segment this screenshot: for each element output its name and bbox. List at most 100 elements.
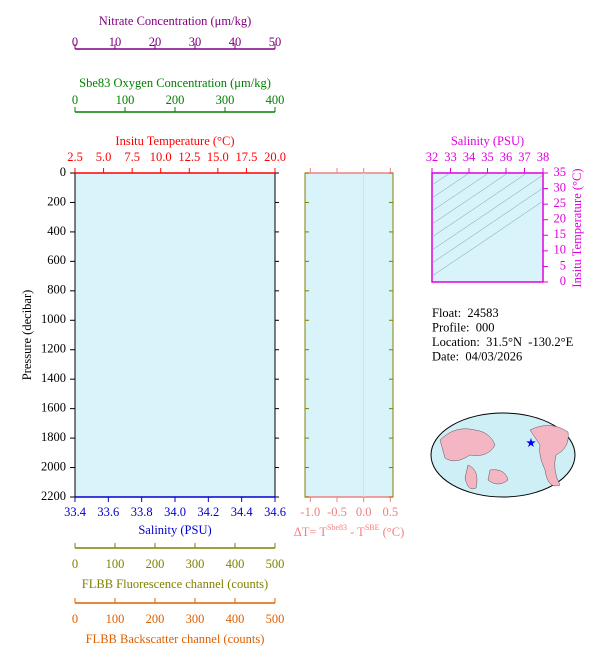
x-tick-label: -0.5: [327, 505, 347, 519]
x-tick-label: 5.0: [96, 150, 112, 164]
y-tick-label: 1400: [41, 371, 66, 385]
x-axis-title: FLBB Fluorescence channel (counts): [82, 577, 268, 591]
x-tick-label: 0: [72, 612, 78, 626]
plot-area: [75, 173, 275, 497]
x-tick-label: 33.6: [97, 505, 119, 519]
x-tick-label: 500: [266, 612, 285, 626]
x-tick-label: -1.0: [300, 505, 320, 519]
x-axis-title: Salinity (PSU): [451, 134, 524, 148]
y-tick-label: 600: [47, 253, 66, 267]
y-tick-label: 0: [60, 165, 66, 179]
y-tick-label: 1600: [41, 401, 66, 415]
x-tick-label: 2.5: [67, 150, 83, 164]
x-tick-label: 30: [189, 35, 202, 49]
y-tick-label: 25: [554, 196, 567, 210]
x-axis-title: Insitu Temperature (°C): [115, 134, 234, 148]
x-tick-label: 400: [266, 93, 285, 107]
x-tick-label: 34.4: [231, 505, 254, 519]
x-tick-label: 500: [266, 557, 285, 571]
density-contour: [432, 173, 528, 238]
x-axis-title: Nitrate Concentration (μm/kg): [99, 14, 252, 28]
y-tick-label: 5: [560, 258, 566, 272]
y-tick-label: 20: [554, 212, 567, 226]
map-land: [529, 425, 569, 487]
x-tick-label: 300: [216, 93, 235, 107]
x-tick-label: 200: [146, 612, 165, 626]
map-land: [439, 428, 496, 462]
x-tick-label: 20.0: [264, 150, 286, 164]
x-tick-label: 34: [463, 150, 476, 164]
x-tick-label: 33.4: [64, 505, 87, 519]
density-contour: [432, 173, 489, 212]
x-tick-label: 300: [186, 557, 205, 571]
x-tick-label: 100: [106, 557, 125, 571]
x-axis-title: Sbe83 Oxygen Concentration (μm/kg): [79, 76, 271, 90]
x-tick-label: 0.0: [356, 505, 372, 519]
density-contour: [432, 58, 543, 133]
y-tick-label: 0: [560, 274, 566, 288]
float-info: Date: 04/03/2026: [432, 349, 522, 363]
plot-area: [304, 172, 394, 498]
map-land: [464, 464, 478, 490]
x-tick-label: 0: [72, 557, 78, 571]
float-info: Float: 24583: [432, 306, 499, 320]
x-tick-label: 100: [116, 93, 135, 107]
world-map: ★: [430, 412, 576, 498]
y-tick-label: 2000: [41, 459, 66, 473]
y-tick-label: 1200: [41, 342, 66, 356]
density-contour: [432, 0, 543, 68]
x-tick-label: 12.5: [178, 150, 200, 164]
plot-area: [431, 172, 544, 283]
y-tick-label: 800: [47, 283, 66, 297]
x-tick-label: 200: [166, 93, 185, 107]
float-info: Location: 31.5°N -130.2°E: [432, 335, 574, 349]
x-axis-title: Salinity (PSU): [138, 523, 211, 537]
y-tick-label: 200: [47, 194, 66, 208]
x-tick-label: 34.6: [264, 505, 286, 519]
y-axis-title: Insitu Temperature (°C): [570, 168, 584, 287]
x-tick-label: 7.5: [124, 150, 140, 164]
density-contour: [432, 173, 451, 186]
x-tick-label: 50: [269, 35, 282, 49]
density-contour: [432, 174, 543, 251]
y-tick-label: 400: [47, 224, 66, 238]
y-tick-label: 15: [554, 227, 567, 241]
x-axis-title: FLBB Backscatter channel (counts): [86, 632, 265, 646]
x-tick-label: 17.5: [235, 150, 257, 164]
x-tick-label: 200: [146, 557, 165, 571]
x-tick-label: 35: [481, 150, 494, 164]
x-tick-label: 33.8: [131, 505, 153, 519]
x-tick-label: 400: [226, 612, 245, 626]
x-tick-label: 34.0: [164, 505, 186, 519]
y-tick-label: 1800: [41, 430, 66, 444]
x-axis-title-part: SBE: [365, 523, 380, 532]
density-contour: [432, 0, 543, 55]
density-contour: [432, 173, 509, 225]
x-axis-title: ΔT= TSbe83 - TSBE (°C): [294, 523, 405, 539]
y-tick-label: 30: [554, 180, 567, 194]
x-tick-label: 15.0: [207, 150, 229, 164]
y-axis-title: Pressure (decibar): [20, 290, 34, 381]
x-tick-label: 10: [109, 35, 122, 49]
map-land: [487, 469, 509, 485]
x-axis-title-part: Sbe83: [327, 523, 347, 532]
y-tick-label: 35: [554, 165, 567, 179]
x-tick-label: 0: [72, 35, 78, 49]
x-tick-label: 0.5: [383, 505, 399, 519]
x-tick-label: 33: [444, 150, 457, 164]
x-tick-label: 40: [229, 35, 242, 49]
density-contour: [432, 173, 470, 199]
float-info: Profile: 000: [432, 320, 495, 334]
x-tick-label: 10.0: [150, 150, 172, 164]
x-tick-label: 36: [500, 150, 513, 164]
x-axis-title-part: ΔT= T: [294, 525, 328, 539]
density-contour: [432, 187, 543, 264]
x-tick-label: 32: [426, 150, 439, 164]
density-contour: [432, 32, 543, 107]
x-tick-label: 0: [72, 93, 78, 107]
y-tick-label: 2200: [41, 489, 66, 503]
x-axis-title-part: (°C): [379, 525, 404, 539]
density-contour: [432, 200, 543, 277]
density-contour: [432, 19, 543, 94]
float-marker: ★: [525, 436, 536, 450]
